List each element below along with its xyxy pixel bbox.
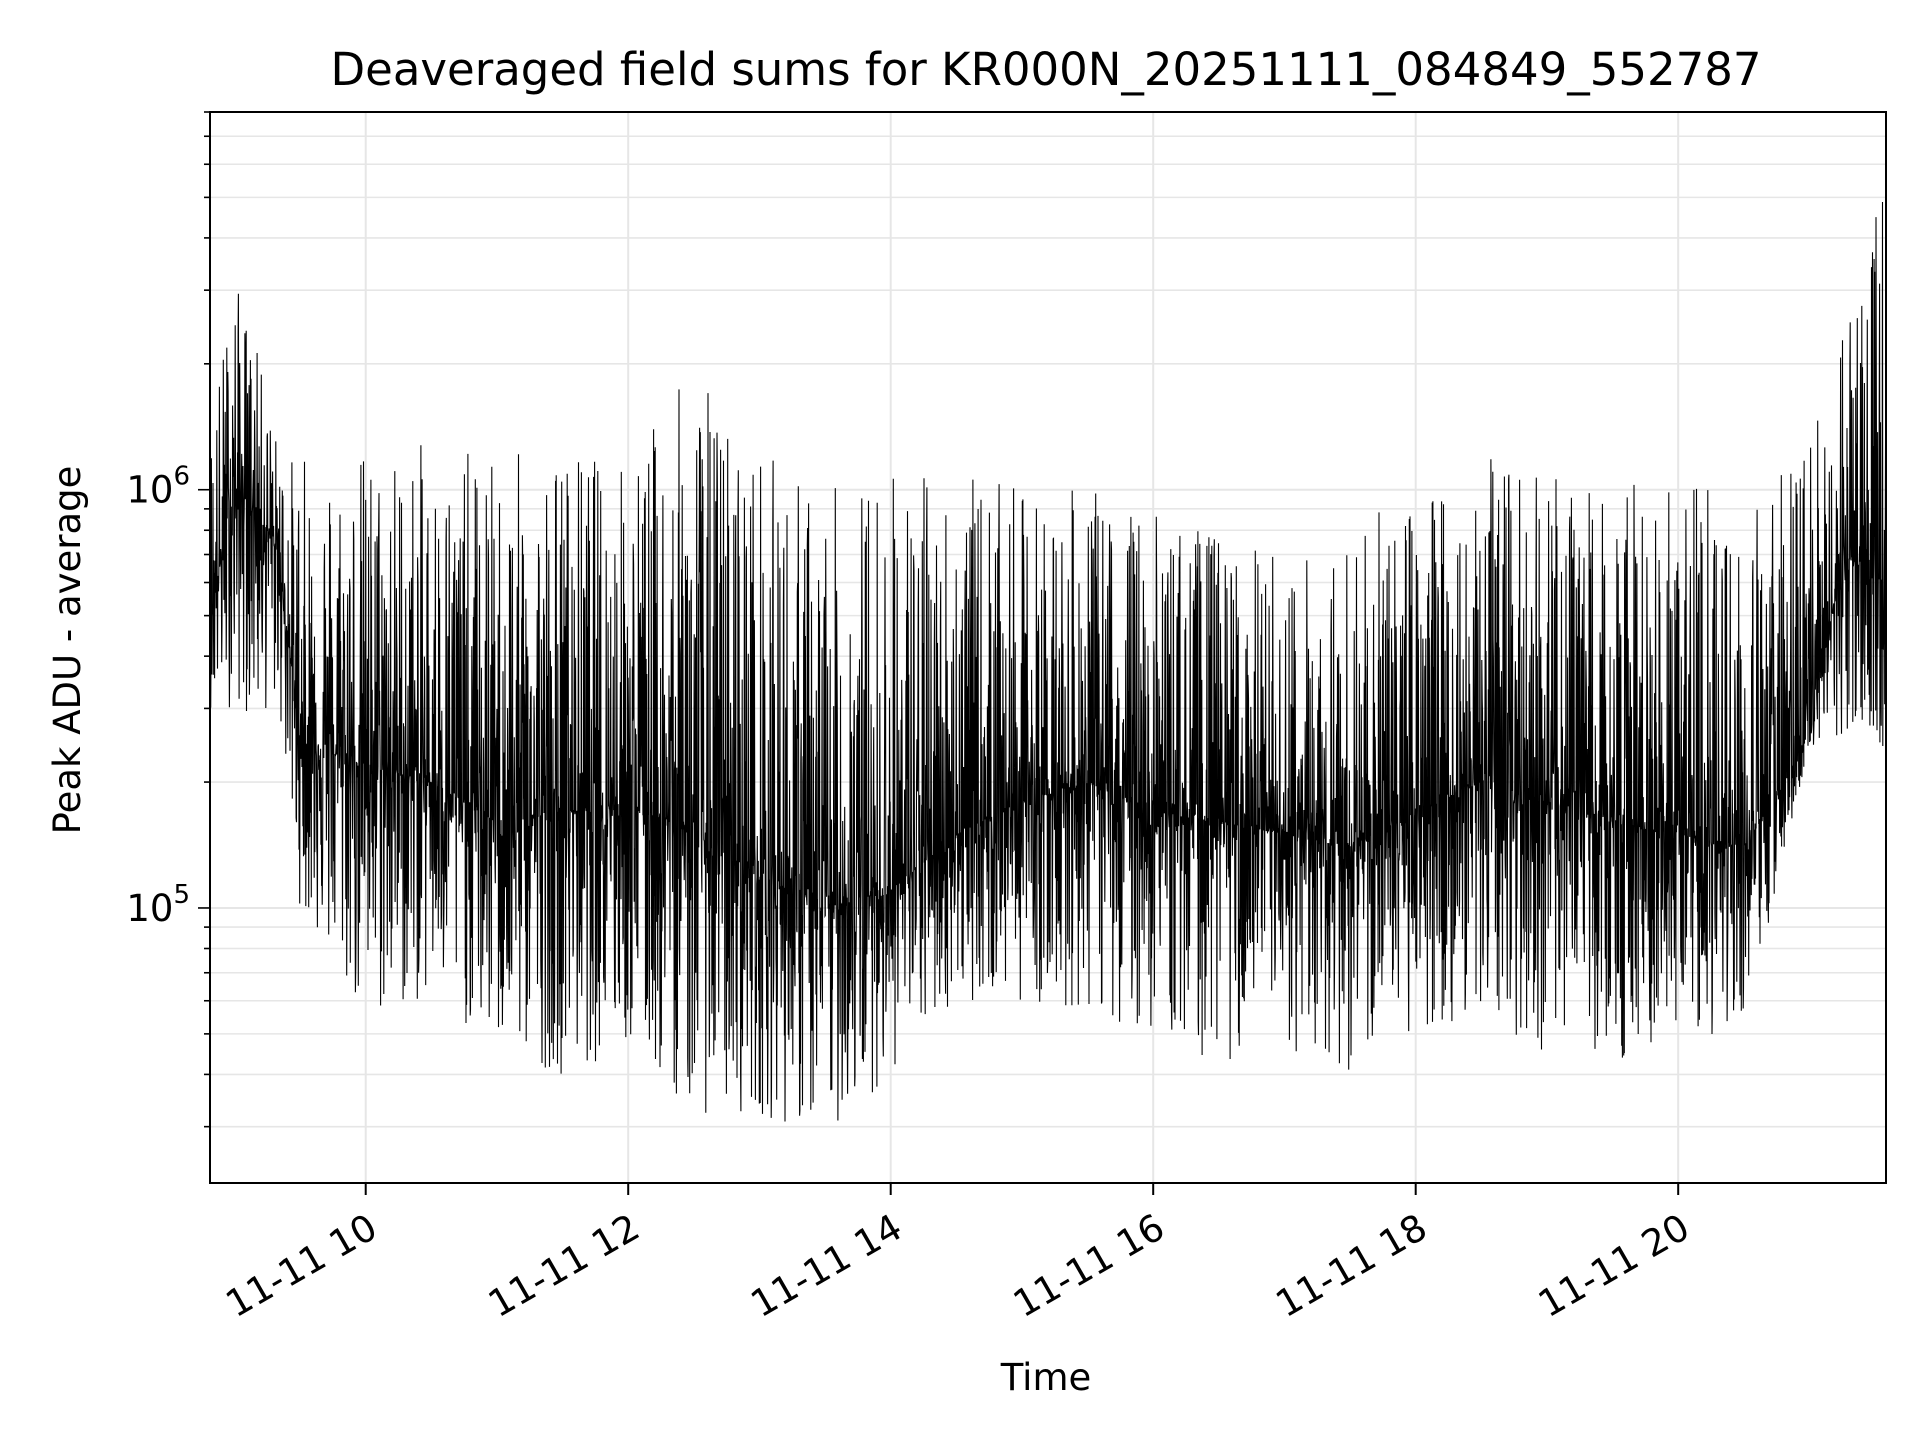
x-axis-label: Time [1000,1356,1092,1399]
plot-area-frame [209,111,1887,1184]
y-tick-label: 106 [126,462,190,512]
chart-title: Deaveraged field sums for KR000N_2025111… [331,43,1762,96]
y-tick-label: 105 [126,880,190,930]
y-tick-label-exponent: 6 [173,462,190,492]
y-axis-label: Peak ADU - average [46,466,89,835]
y-tick-label-exponent: 5 [173,880,190,910]
series-layer [209,201,1887,1122]
series-line [209,201,1887,1122]
y-tick-label-base: 10 [126,469,173,512]
y-tick-label-base: 10 [126,887,173,930]
